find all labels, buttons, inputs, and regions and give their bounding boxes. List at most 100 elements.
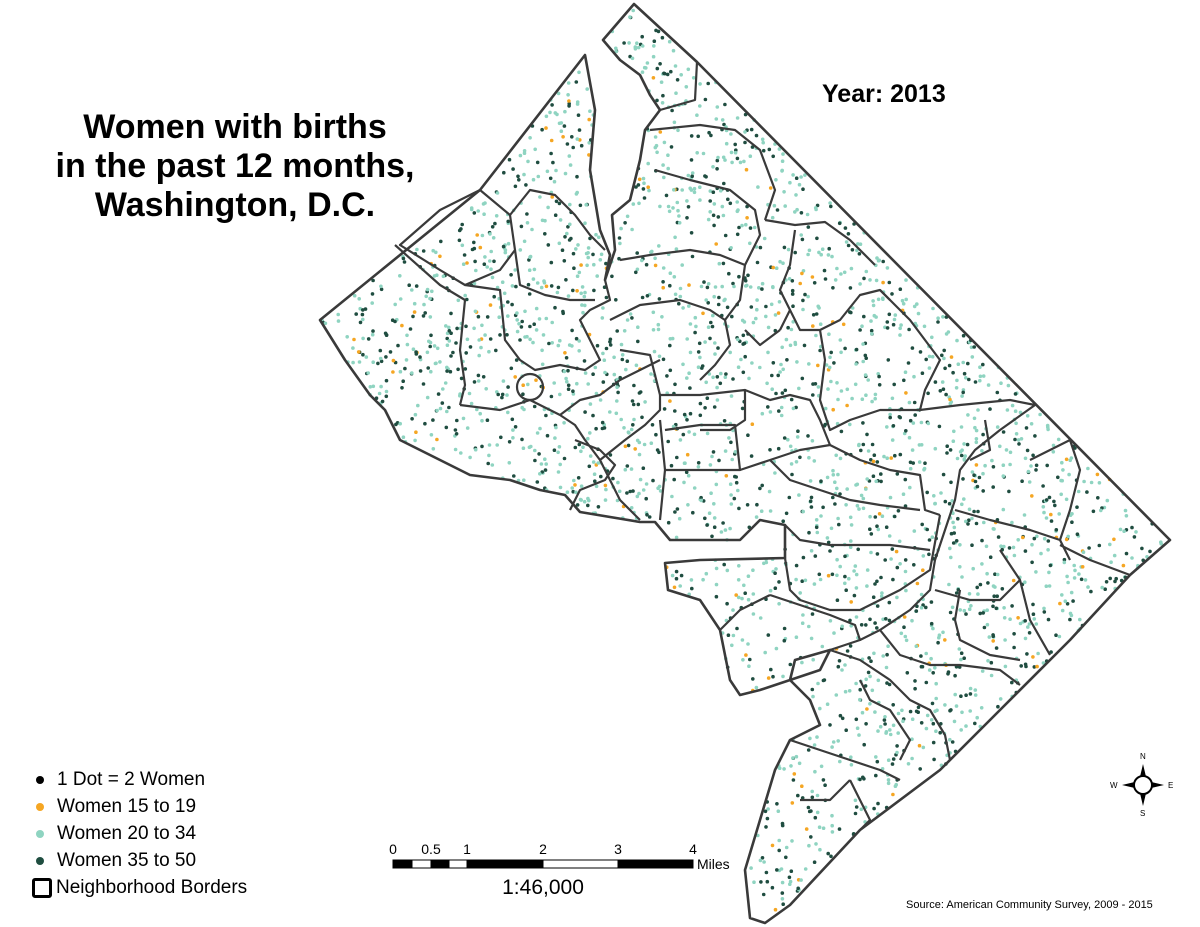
population-dot (976, 592, 980, 596)
population-dot (599, 474, 603, 479)
population-dot (357, 297, 362, 301)
population-dot (728, 526, 732, 531)
population-dot (931, 740, 936, 745)
population-dot (435, 273, 439, 278)
population-dot (929, 621, 934, 626)
population-dot (360, 312, 365, 317)
population-dot (914, 709, 919, 714)
population-dot (927, 668, 932, 672)
population-dot (908, 709, 913, 714)
population-dot (811, 393, 815, 397)
population-dot (414, 430, 418, 435)
population-dot (849, 523, 854, 527)
population-dot (872, 806, 876, 811)
population-dot (518, 248, 523, 252)
population-dot (888, 495, 893, 500)
population-dot (795, 360, 799, 364)
population-dot (517, 322, 521, 326)
population-dot (370, 292, 375, 296)
population-dot (521, 446, 526, 451)
population-dot (873, 515, 878, 519)
population-dot (815, 203, 820, 208)
border-north-2 (654, 168, 762, 266)
population-dot (720, 284, 724, 289)
population-dot (791, 173, 795, 177)
population-dot (701, 577, 705, 582)
population-dot (896, 711, 901, 716)
scale-bar-segment (411, 859, 432, 869)
population-dot (1023, 549, 1028, 553)
population-dot (780, 821, 785, 826)
population-dot (513, 184, 518, 189)
population-dot (912, 374, 916, 379)
population-dot (984, 544, 989, 549)
population-dot (1046, 617, 1051, 622)
population-dot (973, 693, 978, 697)
population-dot (715, 167, 719, 171)
population-dot (892, 514, 897, 519)
population-dot (561, 135, 565, 139)
population-dot (803, 173, 807, 177)
population-dot (668, 399, 672, 403)
population-dot (574, 80, 579, 84)
population-dot (959, 453, 964, 458)
population-dot (942, 356, 946, 361)
population-dot (801, 269, 806, 273)
population-dot (698, 82, 702, 86)
population-dot (846, 243, 851, 248)
population-dot (681, 432, 686, 437)
population-dot (1112, 537, 1116, 542)
population-dot (820, 247, 825, 251)
population-dot (1085, 490, 1089, 494)
population-dot (689, 578, 694, 582)
population-dot (864, 677, 868, 682)
population-dot (882, 454, 886, 459)
population-dot (421, 314, 426, 318)
population-dot (881, 259, 885, 264)
population-dot (898, 333, 902, 337)
population-dot (1011, 545, 1016, 550)
population-dot (743, 354, 747, 359)
population-dot (729, 132, 733, 136)
population-dot (361, 308, 365, 312)
border-ne-1 (764, 218, 876, 266)
population-dot (714, 582, 719, 587)
population-dot (991, 633, 995, 637)
population-dot (838, 564, 842, 569)
population-dot (814, 333, 818, 338)
border-nw-2 (394, 244, 467, 406)
population-dot (1030, 494, 1034, 498)
population-dot (736, 337, 740, 342)
population-dot (974, 437, 979, 441)
population-dot (930, 701, 935, 706)
population-dot (695, 113, 699, 117)
border-ne-4 (879, 289, 1036, 412)
population-dot (746, 574, 751, 578)
population-dot (717, 261, 722, 266)
population-dot (759, 880, 763, 884)
population-dot (476, 209, 481, 213)
population-dot (764, 870, 769, 875)
population-dot (692, 190, 697, 195)
population-dot (877, 383, 882, 387)
population-dot (884, 731, 888, 735)
population-dot (617, 256, 621, 261)
population-dot (883, 325, 887, 330)
population-dot (495, 443, 500, 447)
population-dot (735, 156, 740, 161)
scale-bar-segment (430, 859, 450, 869)
population-dot (821, 778, 826, 782)
population-dot (764, 314, 768, 319)
population-dot (748, 657, 752, 662)
population-dot (858, 687, 862, 692)
population-dot (580, 285, 585, 289)
population-dot (384, 389, 389, 394)
population-dot (961, 477, 965, 481)
population-dot (873, 621, 877, 625)
population-dot (469, 207, 474, 212)
population-dot (720, 118, 725, 122)
population-dot (934, 696, 938, 701)
population-dot (596, 505, 601, 509)
population-dot (628, 15, 632, 19)
population-dot (818, 847, 822, 852)
